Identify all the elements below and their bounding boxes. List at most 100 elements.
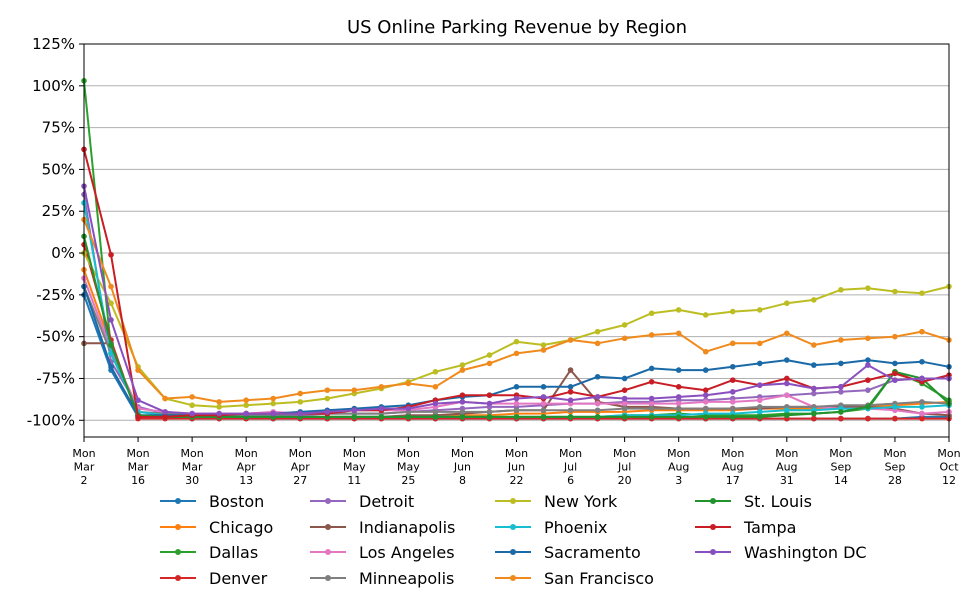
data-point bbox=[513, 384, 520, 390]
legend-label: Washington DC bbox=[744, 543, 867, 562]
data-point bbox=[162, 414, 168, 420]
data-point bbox=[567, 337, 574, 343]
data-point bbox=[216, 399, 222, 405]
data-point bbox=[567, 367, 574, 373]
legend-label: Sacramento bbox=[544, 543, 641, 562]
data-point bbox=[784, 375, 790, 382]
gridlines bbox=[84, 43, 949, 421]
data-point bbox=[865, 415, 871, 422]
legend-marker bbox=[510, 575, 516, 581]
data-point bbox=[919, 404, 925, 410]
data-point bbox=[865, 335, 871, 342]
y-tick-label: -75% bbox=[36, 369, 75, 387]
data-point bbox=[162, 409, 168, 415]
legend-item: Dallas bbox=[160, 543, 258, 562]
data-point bbox=[459, 362, 466, 368]
data-point bbox=[567, 384, 574, 390]
data-point bbox=[459, 414, 466, 420]
data-point bbox=[756, 340, 763, 347]
legend: Boston Chicago Dallas Denver Detroit Indianap… bbox=[160, 492, 867, 588]
data-point bbox=[865, 285, 871, 291]
data-point bbox=[189, 394, 195, 400]
data-point bbox=[594, 414, 601, 420]
data-point bbox=[892, 415, 898, 422]
data-point bbox=[486, 392, 493, 398]
legend-marker bbox=[710, 549, 716, 555]
legend-marker bbox=[510, 498, 516, 504]
series-line bbox=[83, 219, 950, 403]
y-tick-label: 0% bbox=[51, 244, 75, 262]
data-point bbox=[702, 414, 709, 420]
legend-label: Chicago bbox=[209, 518, 273, 537]
data-point bbox=[919, 410, 925, 417]
data-point bbox=[297, 410, 304, 417]
data-point bbox=[784, 407, 790, 414]
data-point bbox=[919, 399, 925, 405]
x-tick-label: Mon Jul 6 bbox=[559, 447, 582, 487]
data-point bbox=[729, 414, 736, 420]
legend-item: Denver bbox=[160, 569, 268, 588]
data-point bbox=[838, 337, 844, 343]
data-point bbox=[892, 377, 898, 383]
data-point bbox=[324, 387, 331, 393]
data-point bbox=[189, 402, 195, 409]
legend-marker bbox=[325, 549, 331, 555]
data-point bbox=[811, 342, 817, 348]
data-point bbox=[594, 400, 601, 407]
y-tick-label: -100% bbox=[27, 411, 75, 429]
data-point bbox=[784, 300, 790, 307]
series-line bbox=[83, 80, 950, 418]
data-point bbox=[675, 307, 682, 313]
data-point bbox=[756, 414, 763, 420]
y-tick-label: 50% bbox=[42, 160, 75, 178]
x-tick-label: Mon Sep 14 bbox=[829, 447, 852, 487]
series-line bbox=[83, 149, 950, 418]
data-point bbox=[621, 400, 628, 407]
data-point bbox=[838, 415, 844, 422]
legend-item: Phoenix bbox=[495, 518, 607, 537]
data-point bbox=[324, 409, 331, 415]
data-point bbox=[892, 288, 898, 295]
data-point bbox=[865, 387, 871, 393]
legend-item: San Francisco bbox=[495, 569, 654, 588]
data-point bbox=[513, 407, 520, 414]
x-tick-label: Mon Aug 3 bbox=[667, 447, 690, 487]
data-point bbox=[540, 400, 547, 407]
data-point bbox=[756, 397, 763, 404]
x-tick-label: Mon May 25 bbox=[397, 447, 420, 487]
x-tick-label: Mon Sep 28 bbox=[883, 447, 906, 487]
data-point bbox=[540, 407, 547, 414]
data-point bbox=[540, 384, 547, 390]
y-tick-label: 75% bbox=[42, 119, 75, 137]
data-point bbox=[729, 405, 736, 412]
data-point bbox=[297, 399, 304, 405]
y-axis: 125% 100% 75% 50% 25% 0% -25% -50% -75% -100% bbox=[27, 35, 84, 429]
data-point bbox=[540, 342, 547, 348]
data-point bbox=[378, 405, 385, 412]
data-point bbox=[594, 373, 601, 380]
x-tick-label: Mon Mar 2 bbox=[72, 447, 95, 487]
data-point bbox=[351, 407, 358, 414]
legend-label: Los Angeles bbox=[359, 543, 455, 562]
data-point bbox=[135, 397, 141, 404]
legend-item: New York bbox=[495, 492, 618, 511]
x-tick-label: Mon Mar 30 bbox=[181, 447, 204, 487]
data-point bbox=[513, 338, 520, 345]
data-point bbox=[756, 404, 763, 410]
data-point bbox=[702, 312, 709, 318]
data-point bbox=[270, 395, 277, 402]
y-tick-label: -50% bbox=[36, 328, 75, 346]
data-point bbox=[243, 410, 249, 417]
legend-item: Indianapolis bbox=[310, 518, 455, 537]
legend-label: Denver bbox=[209, 569, 268, 588]
data-point bbox=[648, 310, 655, 317]
data-point bbox=[729, 363, 736, 370]
data-point bbox=[729, 308, 736, 315]
data-point bbox=[892, 360, 898, 367]
data-point bbox=[567, 407, 574, 414]
data-point bbox=[811, 297, 817, 303]
x-tick-label: Mon Aug 31 bbox=[775, 447, 798, 487]
data-point bbox=[756, 307, 763, 313]
legend-marker bbox=[175, 549, 181, 555]
data-point bbox=[378, 384, 385, 390]
